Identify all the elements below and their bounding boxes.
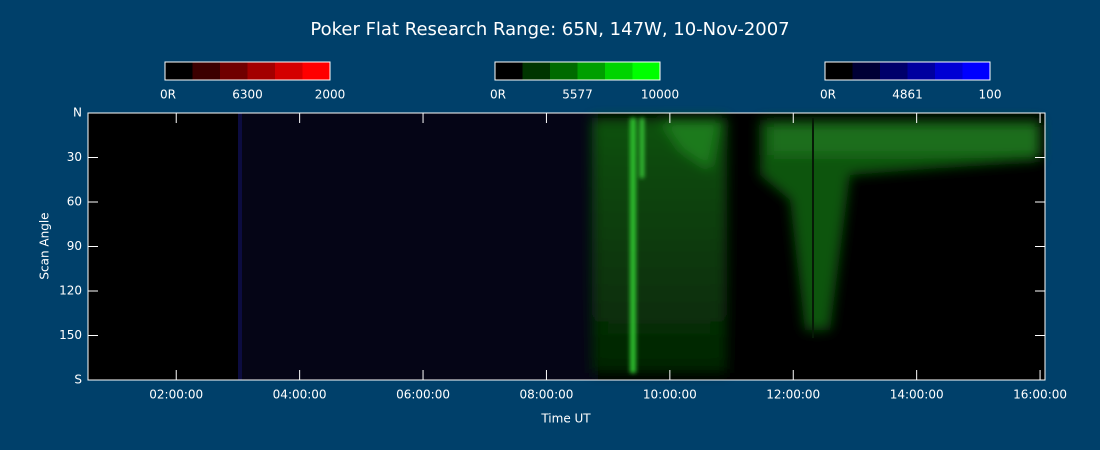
x-tick-label: 02:00:00 xyxy=(149,388,203,402)
colorbar-cell xyxy=(192,62,221,80)
colorbar-min-label: 0R xyxy=(820,88,836,102)
x-tick-label: 08:00:00 xyxy=(519,388,573,402)
axes: 02:00:00 04:00:00 06:00:00 08:00:00 10:00:00… xyxy=(59,106,1067,402)
x-tick-label: 10:00:00 xyxy=(643,388,697,402)
colorbar: 0R 4861 100 xyxy=(820,61,1002,102)
y-tick-label: 90 xyxy=(67,239,82,253)
colorbar-cell xyxy=(935,62,963,80)
colorbar-cell xyxy=(577,62,606,80)
colorbar: 0R 6300 2000 xyxy=(160,61,346,102)
colorbar-frame xyxy=(164,61,331,81)
y-axis-label: Scan Angle xyxy=(38,212,52,279)
colorbar-frame xyxy=(494,61,661,81)
y-tick-label: S xyxy=(74,373,82,387)
colorbar-cell xyxy=(495,62,523,80)
colorbar-cell xyxy=(880,62,908,80)
chart-title: Poker Flat Research Range: 65N, 147W, 10… xyxy=(310,19,789,40)
colorbar-cell xyxy=(852,62,881,80)
colorbar-cell xyxy=(907,62,936,80)
x-tick-label: 16:00:00 xyxy=(1013,388,1067,402)
colorbar-cell xyxy=(825,62,853,80)
x-tick-label: 04:00:00 xyxy=(273,388,327,402)
colorbar-max-label: 10000 xyxy=(641,88,679,102)
y-tick-label: 120 xyxy=(59,284,82,298)
y-tick-label: 150 xyxy=(59,328,82,342)
y-tick-label: 30 xyxy=(67,150,82,164)
colorbar-min-label: 0R xyxy=(160,88,176,102)
colorbar-name: 4861 xyxy=(892,88,923,102)
keogram-image xyxy=(88,113,1045,380)
x-tick-label: 06:00:00 xyxy=(396,388,450,402)
colorbar-cell xyxy=(165,62,193,80)
colorbar-cell xyxy=(550,62,578,80)
colorbar-frame xyxy=(824,61,991,81)
colorbar-max-label: 100 xyxy=(979,88,1002,102)
colorbar-cell xyxy=(220,62,248,80)
colorbar-max-label: 2000 xyxy=(315,88,346,102)
colorbar-min-label: 0R xyxy=(490,88,506,102)
x-tick-label: 14:00:00 xyxy=(890,388,944,402)
y-tick-label: 60 xyxy=(67,195,82,209)
colorbar-name: 6300 xyxy=(232,88,263,102)
x-tick-label: 12:00:00 xyxy=(766,388,820,402)
colorbar-cell xyxy=(632,62,661,80)
colorbar-cell xyxy=(302,62,331,80)
colorbar-cell xyxy=(522,62,551,80)
colorbar: 0R 5577 10000 xyxy=(490,61,679,102)
colorbar-name: 5577 xyxy=(562,88,593,102)
colorbar-cell xyxy=(247,62,276,80)
y-tick-label: N xyxy=(73,106,82,120)
colorbar-cell xyxy=(275,62,303,80)
x-axis-label: Time UT xyxy=(540,412,591,426)
colorbar-cell xyxy=(962,62,991,80)
colorbar-cell xyxy=(605,62,633,80)
